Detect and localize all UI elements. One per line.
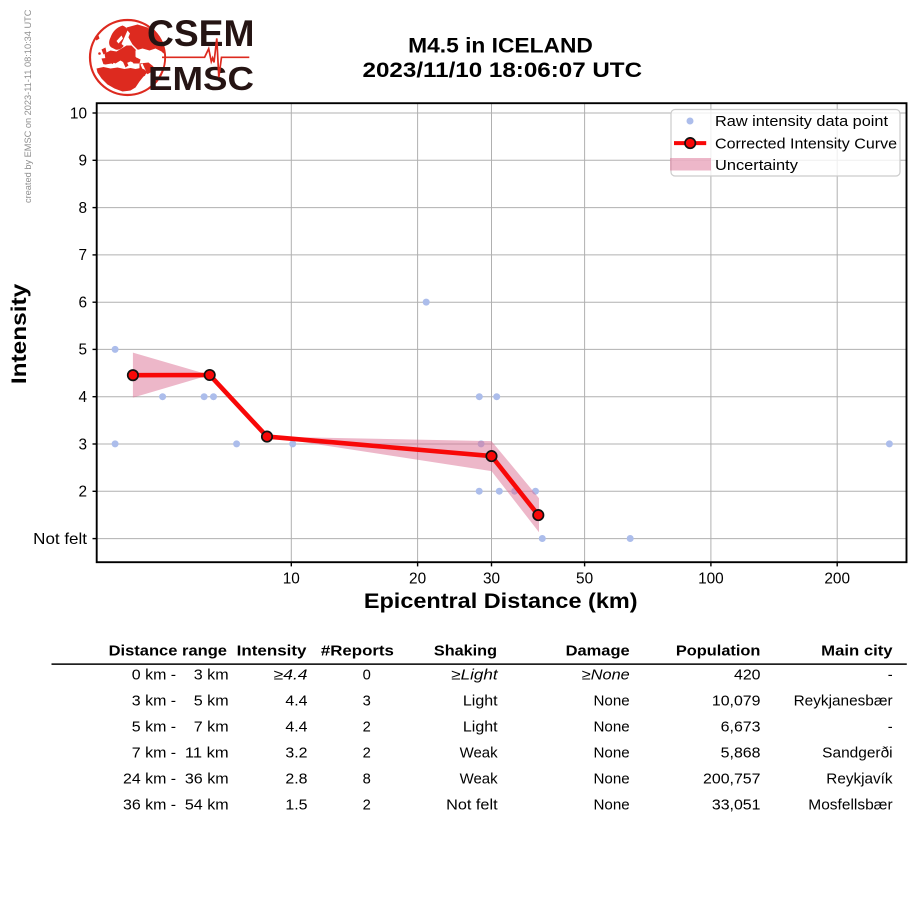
svg-text:9: 9 xyxy=(78,153,87,170)
svg-text:5 km: 5 km xyxy=(194,693,229,709)
svg-text:3: 3 xyxy=(363,693,371,709)
svg-text:0: 0 xyxy=(363,667,371,683)
svg-text:Raw intensity data point: Raw intensity data point xyxy=(715,113,889,130)
svg-text:Reykjanesbær: Reykjanesbær xyxy=(794,693,893,709)
svg-text:None: None xyxy=(594,719,630,735)
svg-text:Intensity: Intensity xyxy=(237,643,308,659)
svg-text:Shaking: Shaking xyxy=(434,643,497,659)
svg-text:6: 6 xyxy=(78,295,87,312)
svg-text:created by EMSC on 2023-11-11: created by EMSC on 2023-11-11 08:10:34 U… xyxy=(23,9,33,203)
svg-text:Not felt: Not felt xyxy=(33,531,88,548)
svg-text:100: 100 xyxy=(698,570,724,587)
svg-text:30: 30 xyxy=(483,570,500,587)
svg-text:2: 2 xyxy=(363,719,371,735)
svg-text:2: 2 xyxy=(78,484,87,501)
svg-text:2: 2 xyxy=(363,798,371,814)
svg-text:1.5: 1.5 xyxy=(285,798,307,814)
svg-text:None: None xyxy=(594,693,630,709)
svg-text:-: - xyxy=(888,667,893,683)
svg-text:8: 8 xyxy=(363,772,371,788)
svg-text:Not felt: Not felt xyxy=(446,798,498,814)
svg-text:≥None: ≥None xyxy=(582,667,630,683)
svg-text:420: 420 xyxy=(734,667,761,683)
svg-text:3: 3 xyxy=(78,436,87,453)
svg-text:36 km: 36 km xyxy=(185,772,229,788)
svg-text:3 km -: 3 km - xyxy=(132,693,176,709)
svg-text:4.4: 4.4 xyxy=(285,719,307,735)
svg-text:Reykjavík: Reykjavík xyxy=(826,772,893,788)
svg-text:11 km: 11 km xyxy=(185,746,229,762)
svg-text:7 km: 7 km xyxy=(194,719,229,735)
svg-text:50: 50 xyxy=(576,570,593,587)
svg-text:Distance range: Distance range xyxy=(109,643,227,659)
svg-text:4: 4 xyxy=(78,389,87,406)
svg-text:2.8: 2.8 xyxy=(285,772,307,788)
svg-text:Weak: Weak xyxy=(460,772,499,788)
svg-text:Light: Light xyxy=(463,693,498,709)
svg-text:7: 7 xyxy=(78,247,87,264)
svg-text:#Reports: #Reports xyxy=(321,643,394,659)
svg-text:36 km -: 36 km - xyxy=(123,798,176,814)
svg-text:Intensity: Intensity xyxy=(8,284,31,385)
svg-text:≥Light: ≥Light xyxy=(451,667,498,683)
svg-text:EMSC: EMSC xyxy=(148,61,254,98)
svg-text:10: 10 xyxy=(283,570,300,587)
svg-text:Mosfellsbær: Mosfellsbær xyxy=(808,798,892,814)
svg-text:5: 5 xyxy=(78,342,87,359)
svg-text:10: 10 xyxy=(70,105,87,122)
svg-text:Weak: Weak xyxy=(460,746,499,762)
svg-text:Main city: Main city xyxy=(821,643,893,659)
svg-text:200: 200 xyxy=(824,570,850,587)
svg-text:3.2: 3.2 xyxy=(285,746,307,762)
svg-text:54 km: 54 km xyxy=(185,798,229,814)
svg-text:200,757: 200,757 xyxy=(703,772,761,788)
svg-text:6,673: 6,673 xyxy=(721,719,761,735)
svg-text:5,868: 5,868 xyxy=(721,746,761,762)
svg-text:Sandgerði: Sandgerði xyxy=(822,746,892,762)
svg-text:3 km: 3 km xyxy=(194,667,229,683)
svg-text:None: None xyxy=(594,746,630,762)
svg-text:4.4: 4.4 xyxy=(285,693,307,709)
svg-text:20: 20 xyxy=(409,570,426,587)
svg-text:33,051: 33,051 xyxy=(712,798,761,814)
svg-text:10,079: 10,079 xyxy=(712,693,761,709)
svg-text:Light: Light xyxy=(463,719,498,735)
svg-text:2: 2 xyxy=(363,746,371,762)
svg-text:≥4.4: ≥4.4 xyxy=(274,667,308,683)
svg-text:Corrected Intensity Curve: Corrected Intensity Curve xyxy=(715,135,897,152)
svg-text:Uncertainty: Uncertainty xyxy=(715,157,798,174)
svg-text:Epicentral Distance (km): Epicentral Distance (km) xyxy=(364,590,638,613)
svg-text:Damage: Damage xyxy=(566,643,630,659)
svg-text:None: None xyxy=(594,798,630,814)
svg-text:CSEM: CSEM xyxy=(147,13,255,54)
svg-text:Population: Population xyxy=(676,643,761,659)
svg-text:0 km -: 0 km - xyxy=(132,667,176,683)
svg-text:8: 8 xyxy=(78,200,87,217)
svg-text:-: - xyxy=(888,719,893,735)
svg-text:M4.5 in ICELAND: M4.5 in ICELAND xyxy=(408,35,593,58)
svg-text:7 km -: 7 km - xyxy=(132,746,176,762)
svg-text:None: None xyxy=(594,772,630,788)
svg-text:24 km -: 24 km - xyxy=(123,772,176,788)
svg-text:2023/11/10 18:06:07 UTC: 2023/11/10 18:06:07 UTC xyxy=(363,59,643,82)
svg-text:5 km -: 5 km - xyxy=(132,719,176,735)
